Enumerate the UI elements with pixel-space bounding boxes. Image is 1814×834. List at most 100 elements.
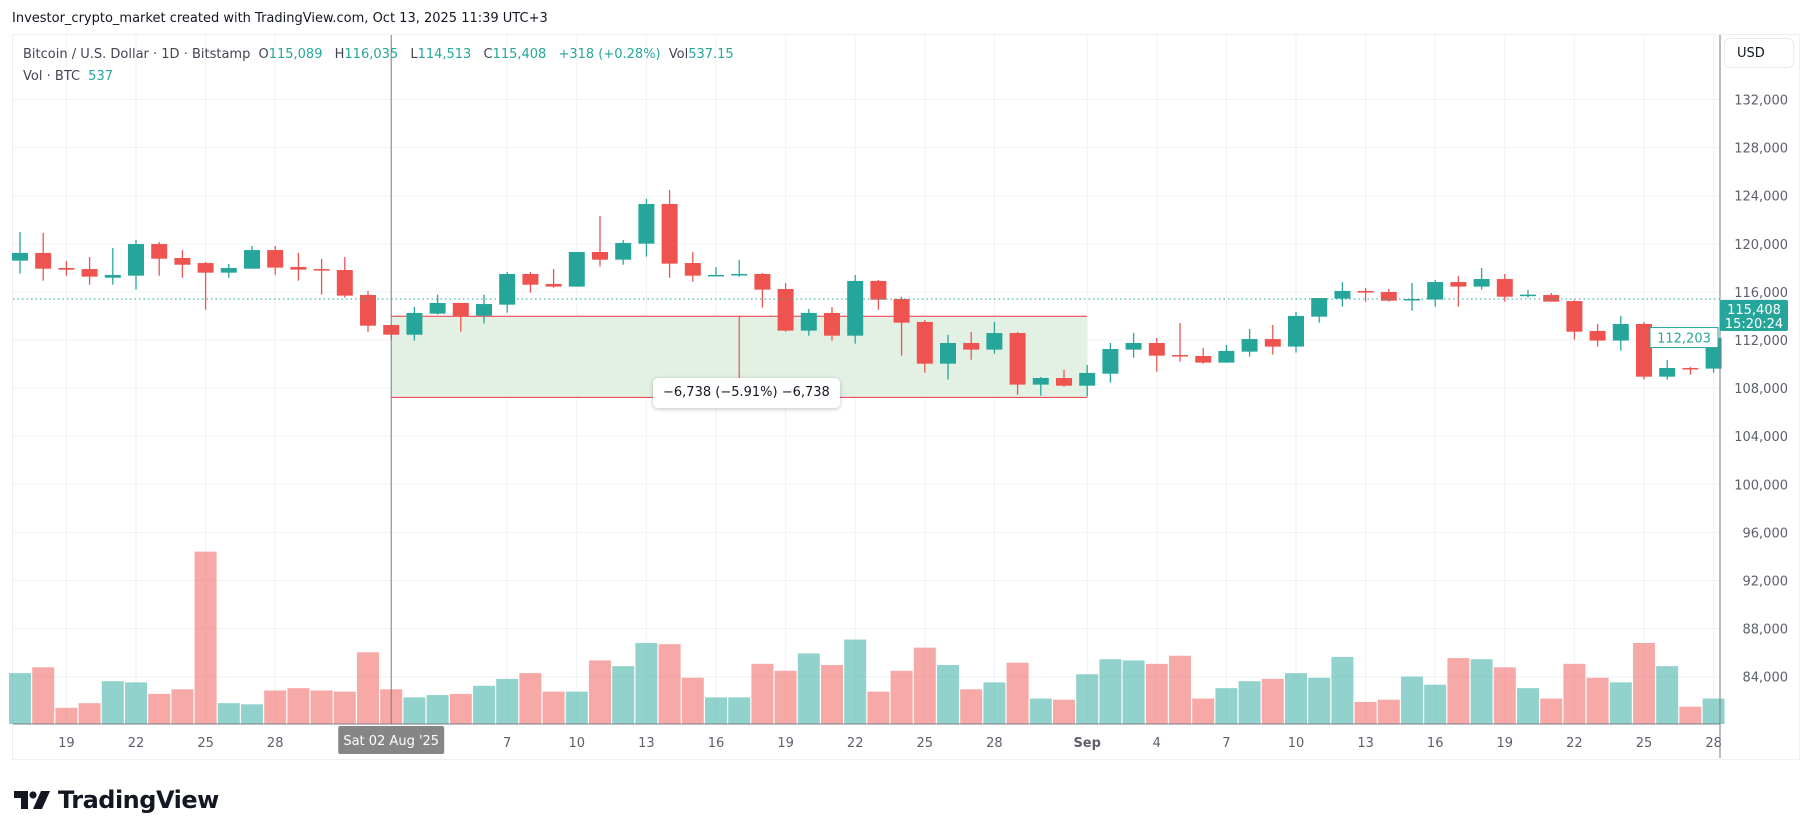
price-tick-label: 112,000 — [1734, 334, 1788, 349]
volume-bar — [844, 639, 867, 724]
candle-body — [313, 269, 330, 271]
volume-bar — [78, 703, 101, 724]
volume-bar — [1609, 682, 1632, 724]
volume-bar — [797, 653, 820, 724]
candle-body — [1427, 282, 1444, 300]
volume-bar — [1447, 658, 1470, 724]
volume-bar — [473, 685, 495, 724]
candle-body — [244, 250, 260, 269]
volume-bar — [1238, 681, 1261, 724]
candle-body — [1102, 349, 1119, 374]
high-label: H — [334, 47, 345, 62]
volume-bar — [449, 693, 472, 724]
candle-body — [963, 343, 980, 350]
volume-bar — [1424, 684, 1447, 724]
candle-body — [893, 298, 910, 323]
time-tick-label: 28 — [986, 736, 1003, 751]
candle-body — [708, 274, 724, 277]
time-tick-label: 19 — [777, 736, 794, 751]
price-tick-label: 104,000 — [1734, 430, 1788, 445]
time-tick-label: 25 — [1636, 736, 1653, 751]
crosshair-price-label: 112,203 — [1657, 332, 1711, 347]
candle-body — [58, 267, 75, 270]
time-tick-label: 28 — [1705, 736, 1722, 751]
volume-bar — [9, 673, 31, 724]
price-axis — [1720, 35, 1797, 724]
volume-bar — [171, 689, 194, 724]
countdown-label: 15:20:24 — [1725, 317, 1783, 332]
volume-bar — [612, 666, 635, 724]
volume-series-label[interactable]: Vol · BTC — [23, 69, 81, 84]
candle-body — [476, 304, 492, 316]
volume-bar — [1145, 663, 1168, 724]
high-value: 116,035 — [344, 47, 399, 62]
volume-bar — [1169, 655, 1191, 724]
tradingview-logo[interactable]: TradingView — [14, 786, 219, 814]
volume-bar — [728, 697, 751, 724]
candle-body — [1404, 298, 1420, 301]
candle-body — [684, 263, 701, 276]
volume-bar — [1563, 663, 1586, 724]
volume-bar — [751, 663, 774, 724]
volume-bar — [194, 551, 217, 724]
volume-bar — [565, 691, 588, 724]
time-tick-label: 25 — [197, 736, 214, 751]
time-tick-label: 16 — [1427, 736, 1444, 751]
volume-bar — [217, 703, 240, 724]
volume-bar — [1377, 699, 1400, 724]
candle-body — [1496, 279, 1513, 297]
price-tick-label: 128,000 — [1734, 142, 1788, 157]
volume-bar — [774, 670, 797, 724]
candle-body — [1148, 343, 1165, 356]
time-tick-label: 22 — [1566, 736, 1583, 751]
price-tick-label: 124,000 — [1734, 190, 1788, 205]
volume-bar — [681, 677, 704, 724]
candle-body — [1125, 343, 1142, 350]
volume-bar — [148, 693, 171, 724]
volume-bar — [264, 690, 287, 724]
time-tick-label: 4 — [1153, 736, 1161, 751]
volume-bar — [1517, 688, 1539, 724]
candle-body — [1079, 372, 1096, 386]
currency-button[interactable]: USD — [1724, 38, 1794, 68]
legend-volume-row: Vol · BTC 537 — [23, 66, 742, 88]
time-tick-label: Sep — [1073, 736, 1101, 751]
time-tick-label: 22 — [847, 736, 864, 751]
volume-bar — [1029, 698, 1052, 724]
time-tick-label: 19 — [1497, 736, 1514, 751]
candle-body — [986, 333, 1003, 350]
close-label: C — [483, 47, 493, 62]
volume-bar — [1192, 698, 1215, 724]
candle-body — [1682, 368, 1699, 370]
change-value: +318 (+0.28%) — [558, 47, 661, 62]
candle-body — [1450, 282, 1467, 287]
measure-label: −6,738 (−5.91%) −6,738 — [653, 378, 840, 408]
volume-bar — [357, 652, 379, 724]
legend-symbol[interactable]: Bitcoin / U.S. Dollar · 1D · Bitstamp — [23, 47, 251, 62]
low-label: L — [410, 47, 418, 62]
volume-bar — [635, 643, 658, 724]
candle-body — [754, 273, 771, 290]
volume-bar — [1656, 666, 1679, 724]
price-tick-label: 84,000 — [1743, 671, 1789, 686]
volume-bar — [1354, 702, 1377, 724]
volume-bar — [101, 681, 124, 724]
volume-bar — [658, 644, 681, 724]
candle-body — [870, 280, 887, 300]
candle-body — [1612, 324, 1629, 341]
volume-bar — [1285, 673, 1307, 724]
chart-credit: Investor_crypto_market created with Trad… — [12, 11, 548, 26]
volume-bar — [960, 689, 983, 724]
candles — [12, 190, 1722, 397]
volume-bar — [821, 664, 843, 724]
candle-body — [1334, 290, 1351, 299]
price-tick-label: 120,000 — [1734, 238, 1788, 253]
volume-bar — [1401, 676, 1423, 724]
candle-body — [1172, 355, 1188, 357]
low-value: 114,513 — [417, 47, 472, 62]
candle-body — [638, 203, 655, 244]
crosshair-price-badge — [1649, 327, 1719, 349]
open-label: O — [258, 47, 269, 62]
crosshair-date-label: Sat 02 Aug '25 — [343, 734, 439, 749]
